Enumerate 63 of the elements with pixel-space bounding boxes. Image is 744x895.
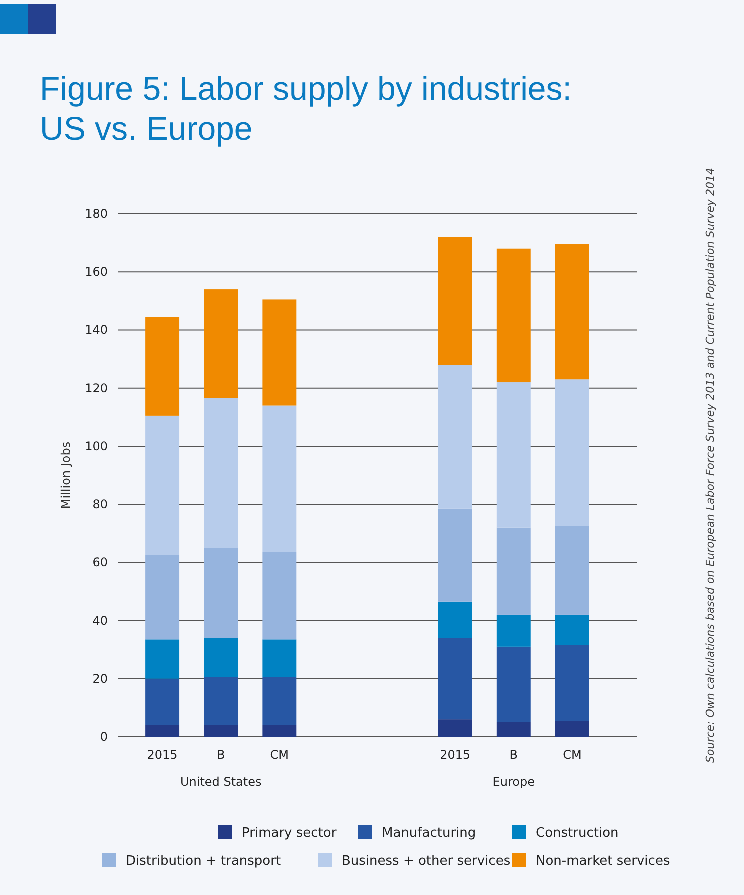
legend-label: Manufacturing	[382, 826, 476, 841]
bar	[496, 382, 531, 528]
bar	[204, 638, 238, 678]
bar	[146, 416, 180, 556]
chart-title: Figure 5: Labor supply by industries: US vs. Europe	[40, 70, 572, 147]
y-tick-label: 160	[85, 265, 108, 280]
legend-label: Business + other services	[342, 854, 511, 869]
x-tick-label: B	[216, 748, 226, 762]
bar	[146, 725, 180, 737]
bar	[496, 528, 531, 615]
legend-label: Distribution + transport	[126, 854, 282, 869]
bar	[204, 677, 238, 726]
bar	[496, 722, 531, 737]
bar	[204, 398, 238, 548]
y-tick-label: 140	[85, 323, 108, 338]
y-tick-label: 80	[92, 498, 108, 512]
text: United States	[180, 775, 262, 789]
y-tick-label: 100	[85, 439, 108, 454]
bar	[496, 248, 531, 383]
x-tick-label: B	[510, 748, 518, 762]
bar	[555, 645, 590, 722]
bar	[262, 677, 297, 726]
source-note: Source: Own calculations based on European Labor Force Survey 2013 and Current Population Survey 2014	[704, 168, 717, 763]
bar	[146, 678, 180, 726]
bar	[204, 548, 238, 638]
bar	[555, 614, 590, 646]
bar	[146, 555, 180, 640]
legend-label: Non-market services	[536, 854, 670, 869]
y-tick-label: 40	[92, 614, 108, 628]
x-tick-label: CM	[563, 748, 582, 762]
bar	[262, 300, 297, 406]
x-tick-label: 2015	[147, 748, 178, 762]
y-axis-title: Million Jobs	[59, 442, 73, 510]
bar	[555, 721, 590, 737]
bar	[496, 646, 531, 722]
y-tick-label: 180	[85, 207, 108, 221]
bar	[262, 406, 297, 552]
bar	[262, 552, 297, 640]
bar	[438, 638, 472, 720]
bar	[438, 602, 472, 638]
bar	[262, 640, 297, 678]
bar	[438, 365, 472, 509]
y-tick-label: 0	[100, 730, 108, 744]
text: Europe	[492, 775, 535, 789]
bar	[438, 508, 472, 602]
x-tick-label: CM	[270, 748, 290, 762]
legend-label: Primary sector	[242, 826, 338, 841]
bar	[204, 290, 238, 398]
bar	[555, 526, 590, 615]
y-tick-label: 60	[92, 556, 108, 570]
bar	[555, 380, 590, 526]
bar	[555, 244, 590, 380]
y-tick-label: 120	[85, 381, 108, 396]
y-tick-label: 20	[92, 672, 108, 686]
legend-label: Construction	[536, 826, 619, 841]
bar	[262, 725, 297, 737]
bar	[146, 317, 180, 416]
bar	[146, 640, 180, 679]
bar	[438, 720, 472, 737]
bar	[496, 614, 531, 647]
x-tick-label: 2015	[440, 748, 471, 762]
bar	[438, 237, 472, 366]
bar	[204, 725, 238, 737]
